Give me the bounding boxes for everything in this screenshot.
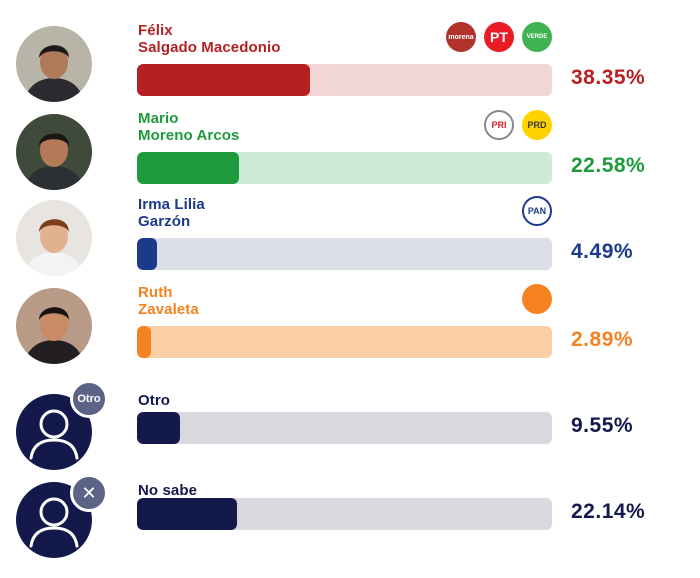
bar-mario [137,152,239,184]
bar-nosabe [137,498,237,530]
candidate-photo-mario [16,114,92,190]
candidate-name-nosabe: No sabe [138,482,198,499]
candidate-row-ruth: Ruth Zavaleta 2.89% [0,284,700,368]
close-icon-badge: ✕ [70,474,108,512]
bar-felix [137,64,310,96]
candidate-photo-ruth [16,288,92,364]
candidate-row-irma: Irma Lilia Garzón PAN 4.49% [0,196,700,280]
value-label-ruth: 2.89% [571,328,634,351]
party-logo-pt-icon: PT [484,22,514,52]
candidate-photo-irma [16,200,92,276]
bar-track-otro [137,412,552,444]
party-logo-pri-icon: PRI [484,110,514,140]
party-logo-movimiento-ciudadano-icon [522,284,552,314]
candidate-name-mario: Mario Moreno Arcos [138,110,240,144]
value-label-mario: 22.58% [571,154,646,177]
candidate-row-otro: Otro Otro 9.55% [0,380,700,474]
candidate-name-irma: Irma Lilia Garzón [138,196,205,230]
party-logos-ruth [522,284,552,314]
candidate-row-felix: Félix Salgado Macedonio morena PT VERDE 38.3… [0,22,700,106]
candidate-name-felix: Félix Salgado Macedonio [138,22,281,56]
bar-track-nosabe [137,498,552,530]
party-logo-verde-icon: VERDE [522,22,552,52]
value-label-irma: 4.49% [571,240,634,263]
placeholder-avatar-otro [16,394,92,470]
value-label-otro: 9.55% [571,414,634,437]
party-logos-felix: morena PT VERDE [446,22,552,52]
value-label-felix: 38.35% [571,66,646,89]
candidate-row-nosabe: ✕ No sabe 22.14% [0,474,700,562]
party-logos-irma: PAN [522,196,552,226]
bar-irma [137,238,158,270]
party-logo-prd-icon: PRD [522,110,552,140]
party-logos-mario: PRI PRD [484,110,552,140]
party-logo-morena-icon: morena [446,22,476,52]
candidate-row-mario: Mario Moreno Arcos PRI PRD 22.58% [0,110,700,194]
value-label-nosabe: 22.14% [571,500,646,523]
bar-track-ruth [137,326,552,358]
bar-track-felix [137,64,552,96]
bar-otro [137,412,181,444]
bar-track-irma [137,238,552,270]
bar-ruth [137,326,151,358]
bar-track-mario [137,152,552,184]
candidate-name-ruth: Ruth Zavaleta [138,284,199,318]
otro-badge: Otro [70,380,108,418]
party-logo-pan-icon: PAN [522,196,552,226]
candidate-photo-felix [16,26,92,102]
candidate-name-otro: Otro [138,392,171,409]
